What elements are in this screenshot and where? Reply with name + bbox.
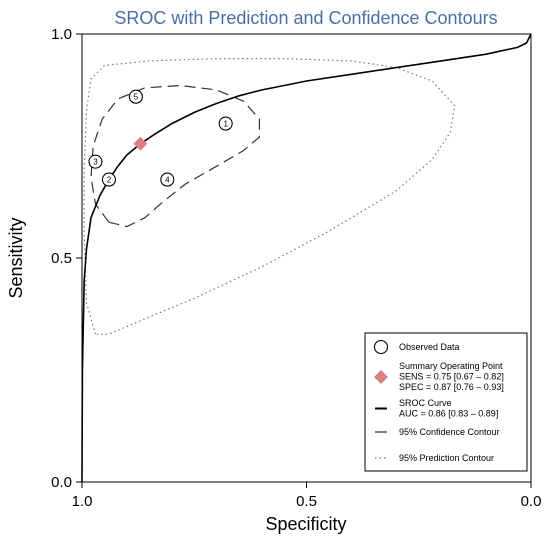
legend-entry-confidence: 95% Confidence Contour [375, 427, 500, 437]
legend-entry-prediction: 95% Prediction Contour [375, 453, 494, 463]
x-tick-label: 0.5 [296, 493, 317, 510]
observed-point-marker [218, 116, 233, 131]
summary-operating-point [133, 136, 148, 151]
legend-label: Observed Data [399, 342, 460, 352]
legend-entry-observed: Observed Data [373, 339, 460, 355]
x-tick-label: 0.0 [521, 493, 542, 510]
observed-point-label: 1 [223, 120, 228, 129]
legend-label: SENS = 0.75 [0.67 – 0.82] [399, 372, 504, 382]
observed-point-marker [101, 172, 116, 187]
observed-point-label: 2 [107, 176, 112, 185]
observed-point-label: 5 [134, 93, 139, 102]
x-axis: 1.0 0.5 0.0 [72, 482, 542, 510]
legend-label: AUC = 0.86 [0.83 – 0.89] [399, 409, 498, 419]
legend-label: Summary Operating Point [399, 361, 503, 371]
observed-point: 2 [101, 172, 116, 187]
observed-point-marker [128, 89, 143, 104]
legend: Observed Data Summary Operating PointSENS… [364, 332, 528, 472]
prediction-contour [83, 58, 456, 335]
legend-symbol-circle [373, 339, 389, 355]
x-tick-label: 1.0 [72, 493, 93, 510]
legend-label: 95% Prediction Contour [399, 453, 494, 463]
y-axis: 0.0 0.5 1.0 [51, 26, 82, 491]
observed-point-marker [88, 154, 103, 169]
sroc-curve [81, 33, 532, 483]
observed-point: 1 [218, 116, 233, 131]
legend-symbol-diamond [374, 370, 388, 384]
legend-label: SROC Curve [399, 398, 452, 408]
y-tick-label: 0.0 [51, 474, 72, 491]
observed-point: 5 [128, 89, 143, 104]
y-tick-label: 1.0 [51, 26, 72, 43]
x-axis-label: Specificity [265, 514, 346, 534]
observed-point-marker [160, 172, 175, 187]
observed-point-label: 4 [165, 176, 170, 185]
y-tick-label: 0.5 [51, 250, 72, 267]
y-axis-label: Sensitivity [6, 217, 26, 298]
legend-label: 95% Confidence Contour [399, 427, 500, 437]
legend-label: SPEC = 0.87 [0.76 – 0.93] [399, 382, 504, 392]
legend-box [364, 332, 528, 472]
observed-point: 4 [160, 172, 175, 187]
observed-point: 3 [88, 154, 103, 169]
chart-title: SROC with Prediction and Confidence Cont… [114, 8, 497, 28]
confidence-contour [90, 84, 260, 228]
observed-point-label: 3 [93, 158, 98, 167]
